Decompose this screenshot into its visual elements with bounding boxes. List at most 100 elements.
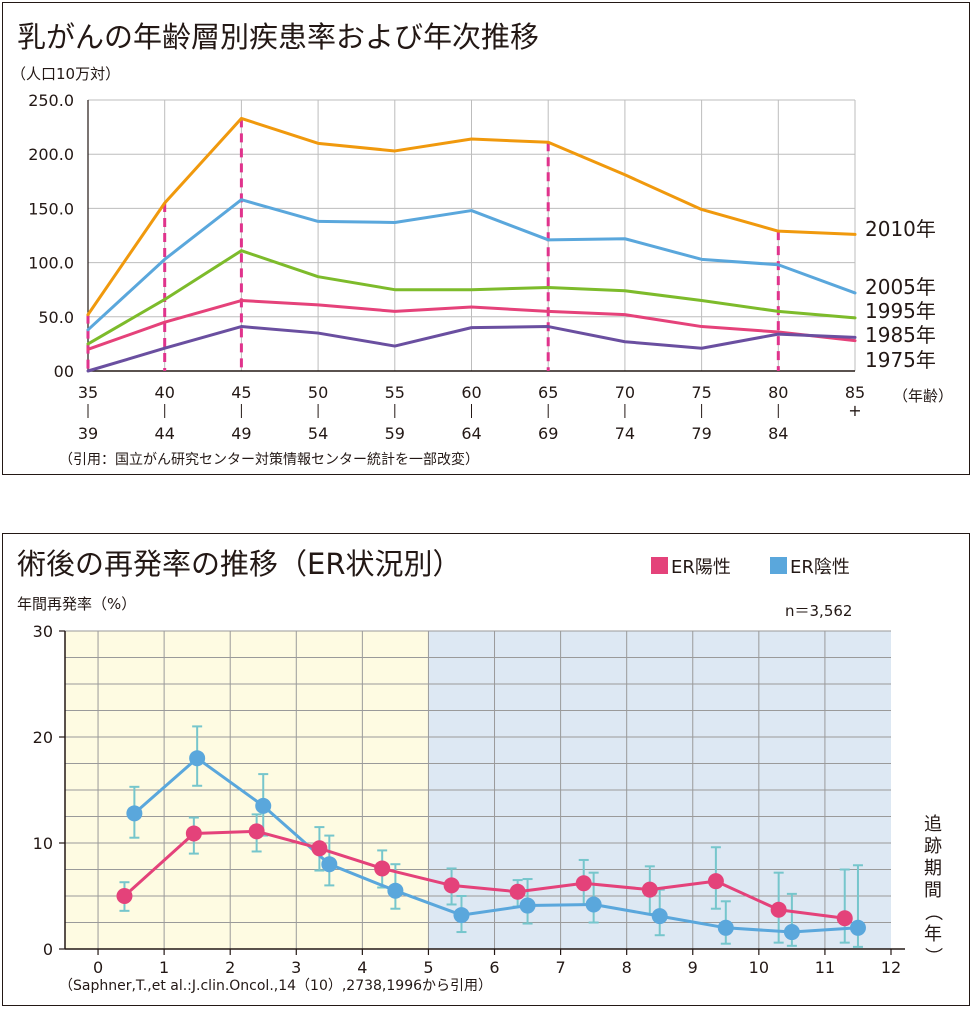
chart1-x-axis-label: （年齢）: [893, 387, 953, 405]
chart1-y-tick-label: 150.0: [28, 199, 74, 218]
chart1-x-tick-label-top: 70: [615, 383, 635, 402]
chart1-series-line: [86, 325, 857, 373]
chart1-x-tick-label-top: 85: [845, 383, 865, 402]
chart2-x-axis-label-char: 期: [924, 858, 942, 879]
chart2-data-point: [651, 908, 668, 925]
recurrence-chart-panel: 術後の再発率の推移（ER状況別） 年間再発率（%） n＝3,562 （Saphn…: [2, 533, 970, 1006]
chart1-series-label: 1985年: [865, 323, 936, 347]
chart1-series-line: [86, 116, 857, 317]
incidence-chart-panel: 乳がんの年齢層別疾患率および年次推移 （人口10万対） （年齢） （引用：国立が…: [2, 2, 970, 475]
chart1-x-tick-label-top: 60: [461, 383, 481, 402]
chart1-x-tick-label-top: 65: [538, 383, 558, 402]
chart1-series-label: 2010年: [865, 217, 936, 241]
chart1-x-tick-label-top: 35: [78, 383, 98, 402]
chart2-x-axis-label-char: 間: [924, 880, 942, 901]
chart1-title: 乳がんの年齢層別疾患率および年次推移: [17, 20, 539, 54]
incidence-chart: 乳がんの年齢層別疾患率および年次推移 （人口10万対） （年齢） （引用：国立が…: [11, 20, 953, 468]
chart2-x-tick-label: 10: [749, 958, 769, 977]
chart2-x-tick-label: 3: [291, 958, 301, 977]
chart1-x-tick-label-top: 55: [385, 383, 405, 402]
chart1-x-tick-label-bottom: 39: [78, 424, 98, 443]
chart2-x-tick-label: 1: [159, 958, 169, 977]
chart2-data-point: [575, 875, 592, 892]
chart2-data-point: [585, 896, 602, 913]
chart2-data-point: [770, 901, 787, 918]
chart2-y-tick-label: 0: [43, 940, 53, 959]
chart2-data-point: [519, 897, 536, 914]
chart2-x-tick-label: 9: [688, 958, 698, 977]
recurrence-chart: 術後の再発率の推移（ER状況別） 年間再発率（%） n＝3,562 （Saphn…: [17, 547, 943, 994]
chart2-data-point: [443, 877, 460, 894]
chart1-x-tick-label-bottom: 79: [691, 424, 711, 443]
chart1-x-tick-label-bottom: 69: [538, 424, 558, 443]
chart1-plot: 00 50.0 100.0 150.0 200.0 250.0 35 39 40 44 45 49 50…: [28, 91, 936, 443]
chart2-data-point: [126, 805, 143, 822]
chart1-y-tick-label: 00: [54, 362, 74, 381]
chart1-x-tick-label-bottom: 84: [768, 424, 788, 443]
chart1-y-tick-label: 250.0: [28, 91, 74, 110]
chart1-x-tick-label-bottom: 64: [461, 424, 481, 443]
chart2-legend-swatch: [770, 557, 787, 574]
chart1-x-tick-label-top: 40: [155, 383, 175, 402]
chart1-series-line: [86, 198, 857, 332]
chart2-x-axis-label-char: 年: [924, 924, 942, 945]
chart2-y-tick-label: 30: [33, 622, 53, 641]
chart2-data-point: [641, 881, 658, 898]
chart1-x-tick-label-bottom: 59: [385, 424, 405, 443]
chart2-x-tick-label: 11: [815, 958, 835, 977]
chart2-data-point: [311, 840, 328, 857]
chart2-data-point: [387, 882, 404, 899]
chart2-legend-label: ER陰性: [790, 557, 850, 578]
chart1-y-axis-label: （人口10万対）: [11, 65, 120, 83]
chart1-series-label: 1995年: [865, 299, 936, 323]
chart1-series-line: [86, 299, 857, 351]
chart1-x-tick-label-bottom: 44: [155, 424, 175, 443]
chart2-y-tick-label: 10: [33, 834, 53, 853]
chart2-x-tick-label: 12: [881, 958, 901, 977]
chart1-x-tick-label-bottom: +: [848, 401, 861, 420]
chart2-x-tick-label: 8: [622, 958, 632, 977]
chart2-y-axis-label: 年間再発率（%）: [17, 595, 136, 613]
chart2-x-tick-label: 7: [556, 958, 566, 977]
chart1-series-label: 1975年: [865, 348, 936, 372]
chart2-data-point: [849, 919, 866, 936]
chart2-data-point: [783, 924, 800, 941]
chart1-y-tick-label: 50.0: [38, 308, 74, 327]
chart2-data-point: [707, 873, 724, 890]
chart2-data-point: [255, 797, 272, 814]
chart2-x-axis-label-char: 追: [924, 814, 942, 835]
chart1-x-tick-label-bottom: 74: [615, 424, 635, 443]
chart2-x-axis-label-char: 跡: [924, 836, 942, 857]
chart2-data-point: [248, 823, 265, 840]
chart2-x-tick-label: 5: [423, 958, 433, 977]
chart2-x-tick-label: 4: [357, 958, 367, 977]
chart2-data-point: [185, 825, 202, 842]
chart2-title: 術後の再発率の推移（ER状況別）: [17, 547, 461, 581]
chart1-x-tick-label-top: 75: [691, 383, 711, 402]
chart2-x-tick-label: 0: [93, 958, 103, 977]
chart1-y-tick-label: 100.0: [28, 254, 74, 273]
chart2-data-point: [116, 888, 133, 904]
chart2-source: （Saphner,T.,et al.:J.clin.Oncol.,14（10）,…: [59, 978, 492, 994]
chart2-data-point: [189, 750, 206, 767]
chart2-sample-size: n＝3,562: [785, 602, 852, 620]
chart2-x-axis-label-char: ）: [922, 947, 943, 965]
chart1-x-tick-label-top: 50: [308, 383, 328, 402]
chart2-series-line: [123, 829, 845, 920]
chart1-y-tick-label: 200.0: [28, 145, 74, 164]
chart2-data-point: [717, 919, 734, 936]
chart1-x-tick-label-bottom: 54: [308, 424, 328, 443]
chart2-legend-swatch: [651, 557, 668, 574]
chart2-x-tick-label: 6: [489, 958, 499, 977]
chart2-data-point: [374, 860, 391, 877]
chart1-series-label: 2005年: [865, 275, 936, 299]
chart2-x-tick-label: 2: [225, 958, 235, 977]
chart2-data-point: [836, 910, 853, 927]
chart2-data-point: [453, 907, 470, 924]
chart2-series-line: [133, 756, 859, 934]
chart1-source: （引用：国立がん研究センター対策情報センター統計を一部改変）: [59, 451, 479, 468]
chart1-x-tick-label-bottom: 49: [231, 424, 251, 443]
chart2-data-point: [321, 856, 338, 873]
chart1-x-tick-label-top: 45: [231, 383, 251, 402]
